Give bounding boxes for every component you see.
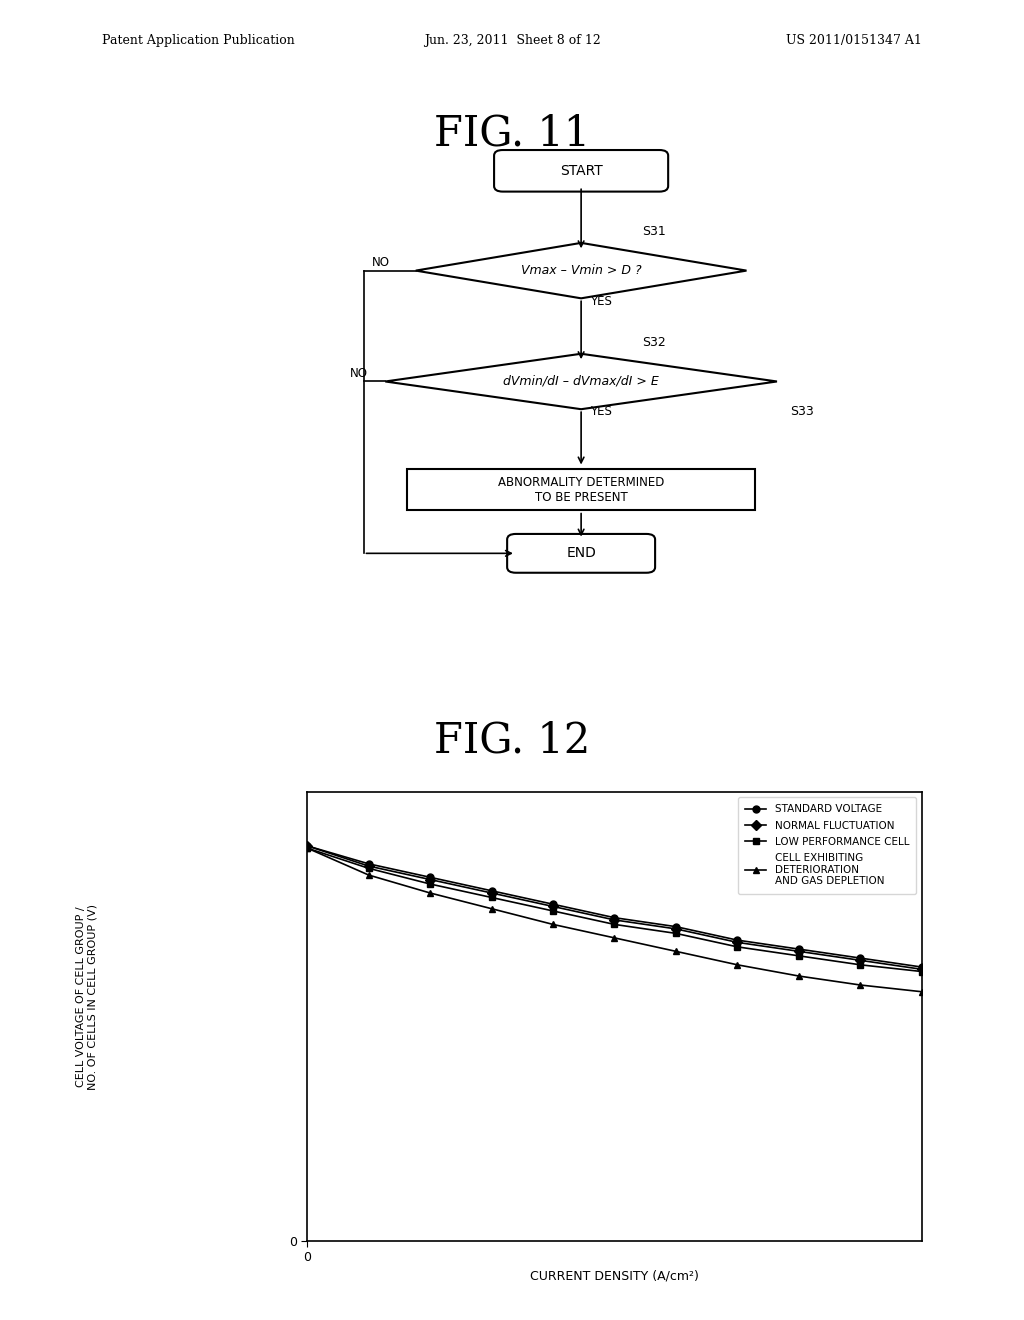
NORMAL FLUCTUATION (608, 912, 621, 928)
LOW PERFORMANCE CELL (731, 939, 743, 954)
Text: YES: YES (590, 405, 611, 418)
LOW PERFORMANCE CELL (608, 916, 621, 932)
LOW PERFORMANCE CELL (424, 876, 436, 892)
CELL EXHIBITING
DETERIORATION
AND GAS DEPLETION (362, 867, 375, 883)
Text: FIG. 11: FIG. 11 (434, 112, 590, 154)
STANDARD VOLTAGE (793, 941, 805, 957)
STANDARD VOLTAGE (485, 883, 498, 899)
LOW PERFORMANCE CELL (793, 948, 805, 964)
Text: S32: S32 (642, 337, 666, 350)
X-axis label: CURRENT DENSITY (A/cm²): CURRENT DENSITY (A/cm²) (530, 1270, 698, 1283)
Polygon shape (385, 354, 777, 409)
CELL EXHIBITING
DETERIORATION
AND GAS DEPLETION (608, 929, 621, 945)
Text: Patent Application Publication: Patent Application Publication (102, 34, 295, 48)
STANDARD VOLTAGE (362, 855, 375, 871)
Text: S33: S33 (791, 405, 814, 418)
CELL EXHIBITING
DETERIORATION
AND GAS DEPLETION (424, 884, 436, 900)
LOW PERFORMANCE CELL (670, 925, 682, 941)
CELL EXHIBITING
DETERIORATION
AND GAS DEPLETION (793, 968, 805, 983)
Text: ABNORMALITY DETERMINED
TO BE PRESENT: ABNORMALITY DETERMINED TO BE PRESENT (498, 475, 665, 504)
Text: NO: NO (372, 256, 390, 269)
Bar (408, 469, 756, 511)
Line: NORMAL FLUCTUATION: NORMAL FLUCTUATION (304, 842, 925, 973)
NORMAL FLUCTUATION (547, 899, 559, 915)
LOW PERFORMANCE CELL (362, 861, 375, 876)
Text: START: START (560, 164, 602, 178)
Line: LOW PERFORMANCE CELL: LOW PERFORMANCE CELL (304, 845, 925, 975)
CELL EXHIBITING
DETERIORATION
AND GAS DEPLETION (485, 900, 498, 916)
LOW PERFORMANCE CELL (301, 841, 313, 857)
Line: CELL EXHIBITING
DETERIORATION
AND GAS DEPLETION: CELL EXHIBITING DETERIORATION AND GAS DE… (304, 845, 925, 995)
STANDARD VOLTAGE (854, 950, 866, 966)
STANDARD VOLTAGE (731, 932, 743, 948)
Text: dVmin/dI – dVmax/dI > E: dVmin/dI – dVmax/dI > E (503, 375, 659, 388)
STANDARD VOLTAGE (547, 896, 559, 912)
NORMAL FLUCTUATION (362, 858, 375, 874)
STANDARD VOLTAGE (301, 838, 313, 854)
LOW PERFORMANCE CELL (485, 890, 498, 906)
NORMAL FLUCTUATION (854, 953, 866, 969)
NORMAL FLUCTUATION (793, 944, 805, 960)
STANDARD VOLTAGE (424, 870, 436, 886)
STANDARD VOLTAGE (915, 960, 928, 975)
LOW PERFORMANCE CELL (915, 964, 928, 979)
LOW PERFORMANCE CELL (547, 903, 559, 919)
CELL EXHIBITING
DETERIORATION
AND GAS DEPLETION (670, 944, 682, 960)
Text: S31: S31 (642, 226, 666, 239)
CELL EXHIBITING
DETERIORATION
AND GAS DEPLETION (301, 841, 313, 857)
CELL EXHIBITING
DETERIORATION
AND GAS DEPLETION (915, 983, 928, 999)
Text: US 2011/0151347 A1: US 2011/0151347 A1 (785, 34, 922, 48)
FancyBboxPatch shape (495, 150, 668, 191)
STANDARD VOLTAGE (608, 909, 621, 925)
NORMAL FLUCTUATION (424, 871, 436, 887)
NORMAL FLUCTUATION (670, 921, 682, 937)
STANDARD VOLTAGE (670, 919, 682, 935)
Text: Vmax – Vmin > D ?: Vmax – Vmin > D ? (521, 264, 641, 277)
CELL EXHIBITING
DETERIORATION
AND GAS DEPLETION (731, 957, 743, 973)
CELL EXHIBITING
DETERIORATION
AND GAS DEPLETION (547, 916, 559, 932)
NORMAL FLUCTUATION (301, 838, 313, 854)
NORMAL FLUCTUATION (731, 935, 743, 950)
Legend: STANDARD VOLTAGE, NORMAL FLUCTUATION, LOW PERFORMANCE CELL, CELL EXHIBITING
DETE: STANDARD VOLTAGE, NORMAL FLUCTUATION, LO… (738, 797, 916, 894)
Text: FIG. 12: FIG. 12 (434, 719, 590, 762)
Text: YES: YES (590, 294, 611, 308)
Line: STANDARD VOLTAGE: STANDARD VOLTAGE (304, 842, 925, 970)
Text: CELL VOLTAGE OF CELL GROUP /
NO. OF CELLS IN CELL GROUP (V): CELL VOLTAGE OF CELL GROUP / NO. OF CELL… (76, 904, 98, 1089)
NORMAL FLUCTUATION (485, 884, 498, 900)
CELL EXHIBITING
DETERIORATION
AND GAS DEPLETION (854, 977, 866, 993)
LOW PERFORMANCE CELL (854, 957, 866, 973)
FancyBboxPatch shape (507, 535, 655, 573)
Text: Jun. 23, 2011  Sheet 8 of 12: Jun. 23, 2011 Sheet 8 of 12 (424, 34, 600, 48)
Text: END: END (566, 546, 596, 561)
Text: NO: NO (350, 367, 369, 380)
Polygon shape (416, 243, 746, 298)
NORMAL FLUCTUATION (915, 961, 928, 977)
